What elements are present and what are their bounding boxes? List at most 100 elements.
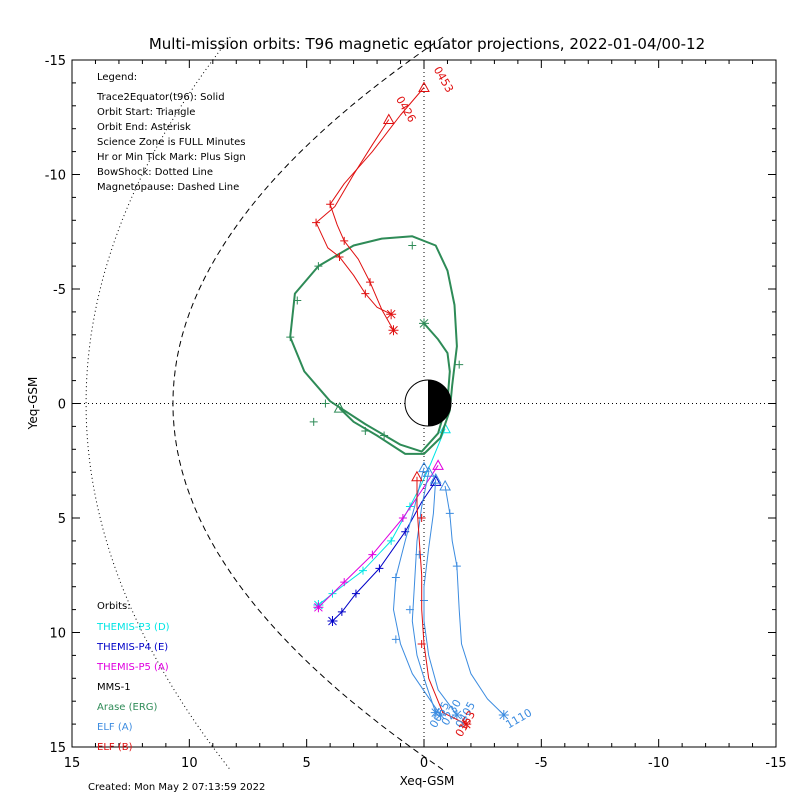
orbit-end-asterisk <box>451 709 462 720</box>
tick-mark <box>335 252 344 261</box>
y-tick-label: 10 <box>49 627 66 642</box>
y-tick-label: -5 <box>53 283 66 298</box>
tick-mark <box>417 514 426 522</box>
legend-line-4: Science Zone is FULL Minutes <box>97 137 246 148</box>
tick-mark <box>312 218 321 227</box>
orbit-end-asterisk <box>435 709 446 720</box>
orbit-trace <box>444 485 505 716</box>
orbit-end-asterisk <box>498 709 509 720</box>
tick-mark <box>293 296 302 305</box>
x-tick-label: 15 <box>64 756 81 771</box>
orbit-trace <box>393 467 441 716</box>
tick-mark <box>417 639 426 648</box>
orbit-end-asterisk <box>461 719 472 730</box>
tick-mark <box>391 635 400 644</box>
legend-line-3: Orbit End: Asterisk <box>97 122 191 133</box>
tick-mark <box>391 573 400 582</box>
tick-mark <box>452 562 461 571</box>
magnetopause-line <box>172 36 444 771</box>
series-elf-a-1110 <box>439 479 509 720</box>
tick-mark <box>361 289 370 298</box>
created-stamp: Created: Mon May 2 07:13:59 2022 <box>88 782 265 793</box>
orbit-start-triangle <box>418 461 430 473</box>
orbit-end-asterisk <box>388 325 399 336</box>
orbit-time-label: 0453 <box>431 64 456 95</box>
orbit-legend-entry: ELF (B) <box>97 742 133 753</box>
orbit-start-triangle <box>411 470 423 482</box>
legend-line-1: Trace2Equator(t96): Solid <box>96 92 225 103</box>
tick-mark <box>366 278 375 287</box>
tick-mark <box>309 417 318 426</box>
boundary-layer <box>85 36 444 771</box>
earth-symbol <box>404 379 452 427</box>
x-tick-label: 5 <box>303 756 311 771</box>
tick-mark <box>351 589 360 598</box>
tick-mark <box>368 550 377 559</box>
bow-shock-line <box>85 36 231 771</box>
orbit-legend-entry: MMS-1 <box>97 682 131 693</box>
tick-mark <box>398 514 407 522</box>
orbit-trace <box>318 465 439 608</box>
orbit-legend-entry: THEMIS-P3 (D) <box>96 622 170 633</box>
tick-mark <box>415 550 424 559</box>
tick-mark <box>380 431 389 440</box>
tick-mark <box>455 360 464 369</box>
orbit-trace <box>329 87 425 331</box>
orbit-trace <box>411 472 437 713</box>
y-axis-label: Yeq-GSM <box>26 377 40 431</box>
legend-line-5: Hr or Min Tick Mark: Plus Sign <box>97 152 246 163</box>
y-tick-label: 15 <box>49 741 66 756</box>
x-tick-label: -10 <box>648 756 669 771</box>
y-tick-label: -10 <box>45 169 66 184</box>
series-elf-a-0055 <box>391 461 446 720</box>
series-themis-p5-a- <box>313 459 444 613</box>
orbit-start-triangle <box>422 466 435 477</box>
orbit-start-triangle <box>429 473 442 484</box>
tick-mark <box>337 607 346 616</box>
orbit-start-triangle <box>439 422 451 434</box>
series-elf-b-0153 <box>411 470 472 730</box>
x-tick-label: 0 <box>420 756 428 771</box>
tick-mark <box>387 536 396 545</box>
orbit-end-asterisk <box>386 309 397 320</box>
orbit-legend-entry: Arase (ERG) <box>97 702 158 713</box>
orbit-start-triangle <box>418 81 430 92</box>
series-elf-b-0426 <box>312 113 397 320</box>
legend-line-2: Orbit Start: Triangle <box>97 107 195 118</box>
orbit-legend-entry: THEMIS-P4 (E) <box>96 642 168 653</box>
orbits-heading: Orbits: <box>97 601 131 612</box>
orbit-legend-entry: ELF (A) <box>97 722 133 733</box>
tick-mark <box>405 605 414 614</box>
series-arase-erg- <box>286 235 464 455</box>
y-tick-label: -15 <box>45 54 66 69</box>
orbit-legend-entry: THEMIS-P5 (A) <box>96 662 169 673</box>
orbit-end-asterisk <box>327 616 338 627</box>
tick-mark <box>408 241 417 250</box>
legend-line-7: Magnetopause: Dashed Line <box>97 182 239 193</box>
axis-layer: 15 10 5 0 -5 -10 -15 -15 -10 -5 0 5 10 15 <box>45 54 787 771</box>
tick-mark <box>286 333 295 342</box>
series-layer <box>286 81 509 730</box>
legend-heading: Legend: <box>97 72 137 83</box>
series-elf-b-0453 <box>326 81 430 336</box>
tick-mark <box>445 509 454 518</box>
chart-title: Multi-mission orbits: T96 magnetic equat… <box>149 35 705 53</box>
x-tick-label: -5 <box>535 756 548 771</box>
orbit-start-triangle <box>382 113 395 125</box>
tick-mark <box>358 566 367 575</box>
y-tick-label: 5 <box>58 512 66 527</box>
earth-nightside <box>428 380 451 426</box>
x-axis-label: Xeq-GSM <box>400 774 455 788</box>
orbit-trace <box>315 119 392 315</box>
orbit-end-asterisk <box>419 318 429 329</box>
series-themis-p3-d- <box>313 422 451 611</box>
tick-mark <box>361 426 370 435</box>
series-elf-a-0230 <box>405 466 441 718</box>
tick-mark <box>340 578 349 587</box>
x-tick-label: 10 <box>181 756 198 771</box>
orbit-end-asterisk <box>430 707 441 718</box>
legend-line-6: BowShock: Dotted Line <box>97 167 213 178</box>
tick-mark <box>340 236 349 245</box>
orbit-time-label: 1110 <box>504 706 535 731</box>
